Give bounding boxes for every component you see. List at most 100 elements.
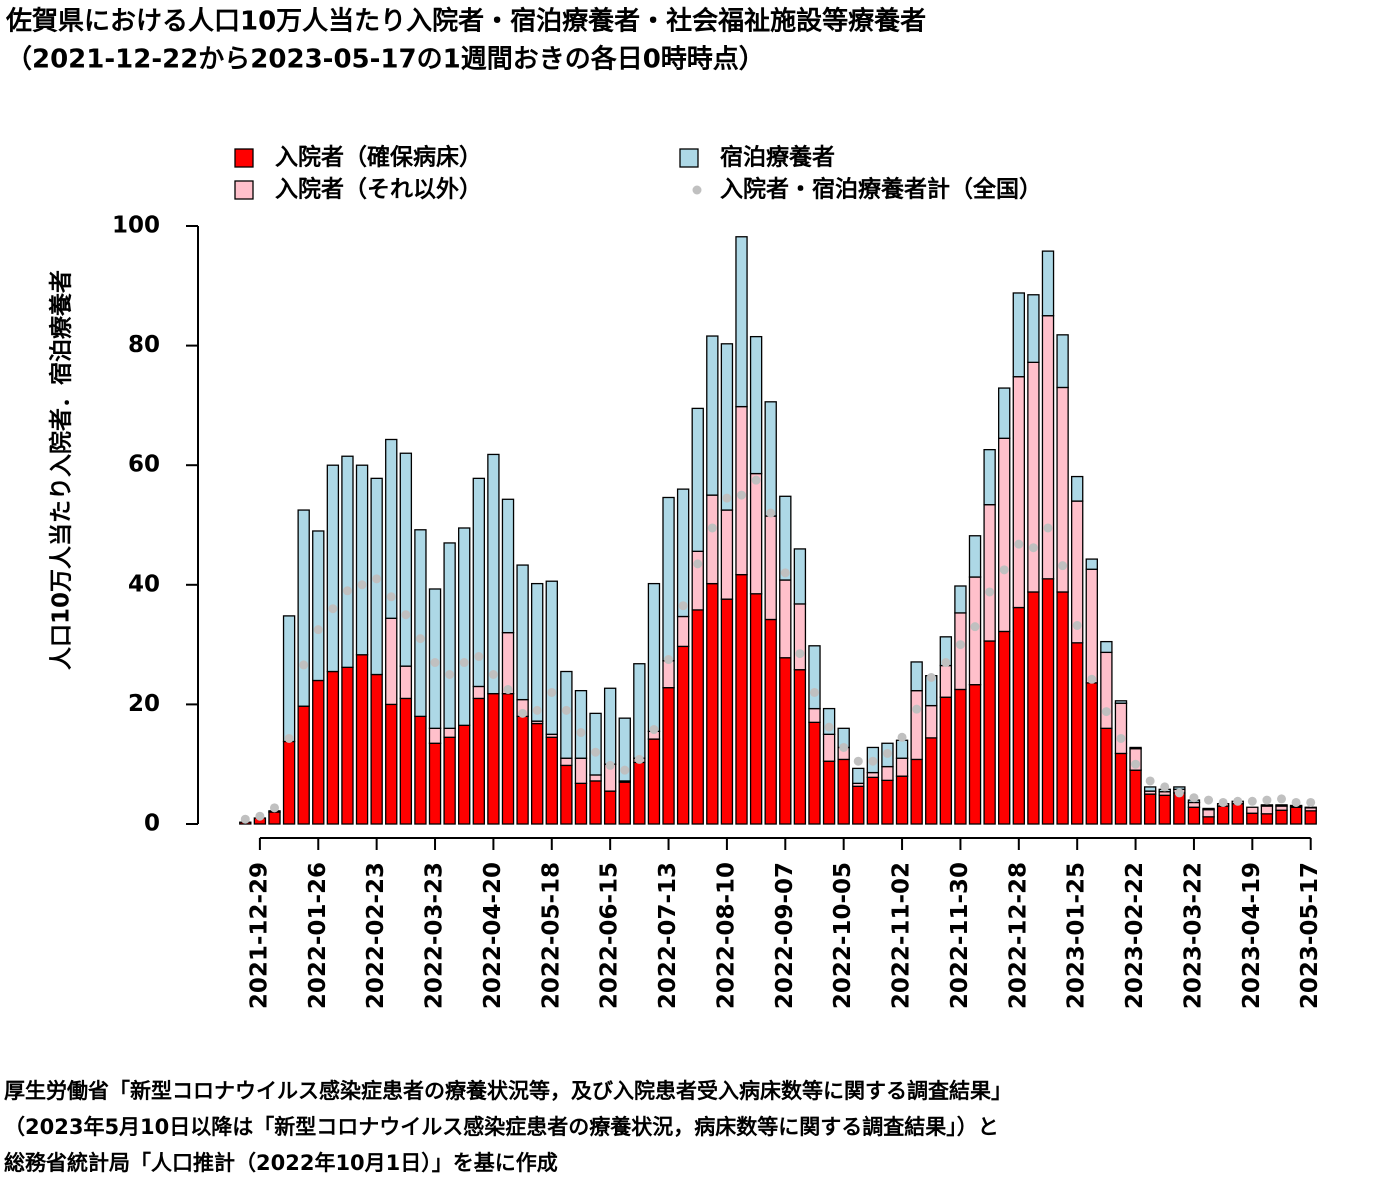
bar-segment [530,582,544,722]
point [445,670,455,679]
point [970,622,980,632]
bar-segment [895,775,909,825]
point [839,742,849,752]
bar-segment [939,696,953,825]
legend-swatch [234,148,254,168]
bar-segment [443,727,456,738]
bar-segment [822,760,836,825]
bar-segment [676,645,690,825]
point [605,760,615,770]
legend-swatch [692,185,702,195]
bar-segment [501,692,515,825]
bar-segment [1304,810,1317,825]
point [591,747,601,757]
bar-segment [428,727,442,744]
point [1014,539,1024,549]
point [649,725,659,735]
bar-segment [1027,361,1040,593]
point [678,601,688,611]
bar-segment [968,535,982,578]
x-tick-label: 2022-05-18 [538,862,564,1009]
point [693,559,703,569]
bar-segment [458,527,471,726]
point [868,756,878,766]
bar-segment [487,692,500,825]
bar-segment [1056,334,1069,389]
bar-segment [764,618,777,825]
bar-segment [910,689,923,761]
bar-segment [793,669,807,825]
x-tick-label: 2022-01-26 [305,862,331,1009]
bar-segment [895,739,909,759]
point [1174,788,1184,798]
x-tick-label: 2022-10-05 [830,862,856,1009]
bar-segment [998,630,1011,825]
bar-segment [1041,315,1055,580]
bar-segment [589,712,602,776]
x-tick-label: 2023-03-22 [1180,862,1206,1009]
bar-segment [749,472,763,595]
point [1101,707,1111,717]
bar-segment [954,688,967,825]
bar-segment [822,707,836,735]
bar-segment [399,452,413,667]
x-tick-label: 2023-02-22 [1122,862,1148,1009]
bar-segment [341,666,354,825]
bar-segment [545,580,558,735]
bar-segment [852,767,865,784]
bar-segment [501,498,515,634]
y-tick-label: 20 [128,691,160,717]
point [664,655,674,665]
point [357,580,367,590]
point [634,754,644,764]
point [1306,797,1316,807]
point [1116,733,1126,743]
bar-segment [385,617,398,706]
bar-segment [837,758,850,825]
bar-segment [370,673,383,825]
bar-segment [355,654,369,825]
bar-segment [1114,700,1128,704]
point [372,574,382,584]
bar-segment [1275,809,1288,825]
bar-segment [706,582,719,825]
bar-segment [720,343,734,511]
bar-segment [1085,558,1098,570]
bar-segment [895,757,909,777]
point [299,660,309,670]
bar-segment [749,335,763,475]
bar-segment [662,660,675,689]
point [882,748,892,758]
point [824,722,834,732]
point [1189,793,1199,803]
bar-segment [1187,806,1201,825]
bar-segment [1187,801,1201,808]
bar-segment [706,494,719,585]
bar-segment [560,764,573,825]
x-tick-label: 2022-02-23 [363,862,389,1009]
point [1072,620,1082,630]
point [474,652,484,662]
bar-segment [312,530,325,682]
bar-segment [574,689,588,759]
x-tick-label: 2022-04-20 [480,862,506,1009]
bar-segment [1114,752,1128,825]
bar-segment [1041,578,1055,825]
bar-segment [1100,727,1113,825]
bar-segment [720,509,734,600]
bar-segment [633,761,646,825]
point [1160,782,1170,792]
bar-segment [472,477,486,688]
bar-segment [968,684,982,825]
point [532,705,542,715]
bar-segment [297,705,310,825]
source-note: 厚生労働省「新型コロナウイルス感染症患者の療養状況等，及び入院患者受入病床数等に… [4,1079,1012,1103]
bar-segment [282,740,296,825]
bar-segment [866,776,880,825]
bar-segment [1012,376,1026,609]
point [459,658,469,668]
bar-segment [691,407,704,552]
point [926,672,936,682]
bar-segment [954,612,967,691]
bar-segment [866,771,880,779]
